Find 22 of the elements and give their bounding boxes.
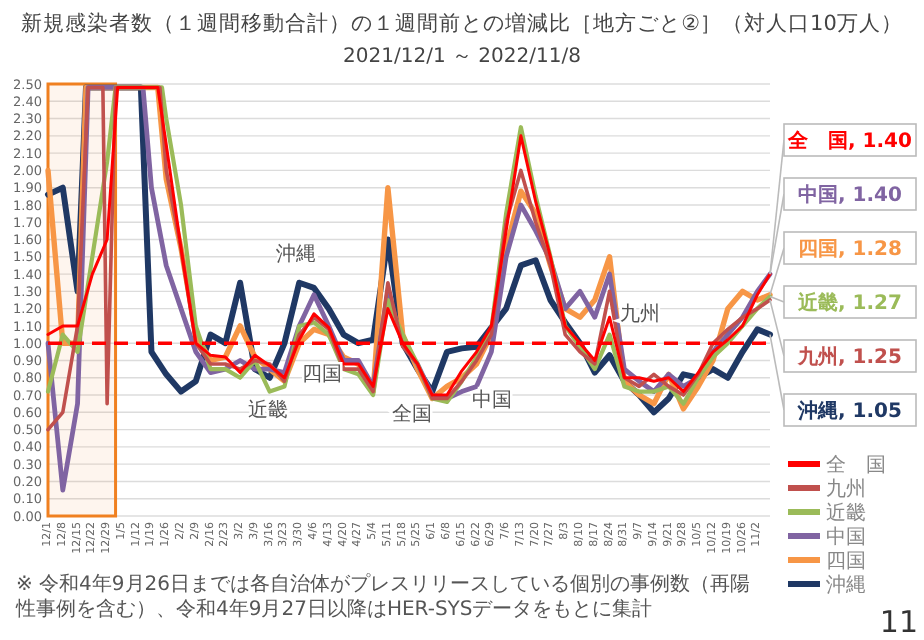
annotation: 九州: [620, 302, 660, 326]
annotation: 沖縄: [276, 242, 316, 266]
annotation: 中国: [472, 388, 512, 412]
legend-label: 近畿: [826, 501, 866, 525]
legend-label: 全 国: [826, 453, 886, 477]
data-label: 沖縄, 1.05: [796, 399, 903, 423]
text: ※ 令和4年9月26日までは各自治体がプレスリリースしている個別の事例数（再陽性事例を含む）、令和4年9月27日以降はHER-SYSデータをもとに集計: [14, 572, 751, 621]
text: 11: [879, 604, 918, 640]
data-label: 四国, 1.28: [798, 239, 903, 261]
data-label: 近畿, 1.27: [796, 291, 903, 315]
data-label: 全 国, 1.40: [786, 129, 913, 153]
annotation: 近畿: [248, 398, 288, 422]
data-label: 中国, 1.40: [798, 183, 903, 207]
annotation: 全国: [392, 402, 432, 426]
legend-label: 沖縄: [826, 573, 866, 597]
legend-label: 四国: [826, 551, 866, 573]
chart-subtitle: 2021/12/1 ～ 2022/11/8: [343, 46, 581, 68]
chart-title: 新規感染者数（１週間移動合計）の１週間前との増減比［地方ごと②］（対人口10万人）: [21, 10, 903, 36]
annotation: 四国: [302, 364, 342, 386]
data-label: 九州, 1.25: [796, 345, 903, 369]
legend-label: 九州: [826, 477, 866, 501]
legend-label: 中国: [826, 525, 866, 549]
